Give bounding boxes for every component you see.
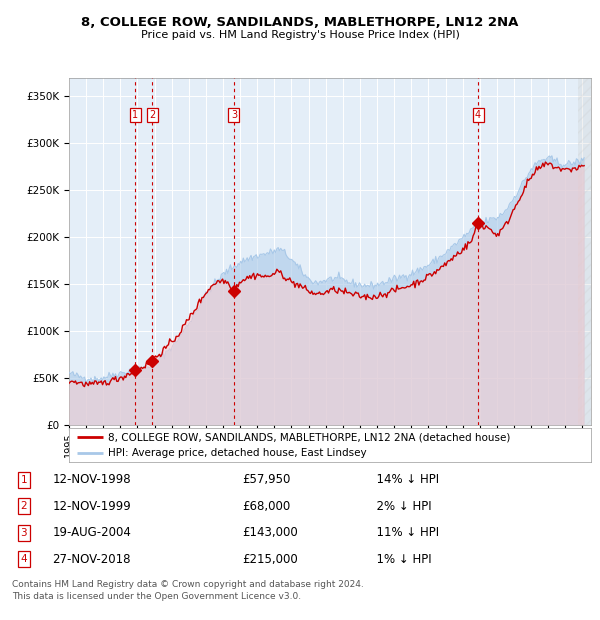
Text: £57,950: £57,950	[242, 474, 291, 487]
Text: HPI: Average price, detached house, East Lindsey: HPI: Average price, detached house, East…	[108, 448, 367, 458]
Text: 1% ↓ HPI: 1% ↓ HPI	[369, 552, 432, 565]
Text: 12-NOV-1998: 12-NOV-1998	[52, 474, 131, 487]
Text: 11% ↓ HPI: 11% ↓ HPI	[369, 526, 439, 539]
Text: 1: 1	[132, 110, 138, 120]
Bar	[578, 78, 591, 425]
Text: This data is licensed under the Open Government Licence v3.0.: This data is licensed under the Open Gov…	[12, 592, 301, 601]
Text: 2: 2	[20, 502, 27, 512]
Text: 1: 1	[20, 475, 27, 485]
Text: 19-AUG-2004: 19-AUG-2004	[52, 526, 131, 539]
Text: 4: 4	[475, 110, 481, 120]
Text: 8, COLLEGE ROW, SANDILANDS, MABLETHORPE, LN12 2NA: 8, COLLEGE ROW, SANDILANDS, MABLETHORPE,…	[82, 16, 518, 29]
Text: 12-NOV-1999: 12-NOV-1999	[52, 500, 131, 513]
Text: 3: 3	[231, 110, 237, 120]
Text: 14% ↓ HPI: 14% ↓ HPI	[369, 474, 439, 487]
Text: Price paid vs. HM Land Registry's House Price Index (HPI): Price paid vs. HM Land Registry's House …	[140, 30, 460, 40]
Text: 2: 2	[149, 110, 155, 120]
Text: 27-NOV-2018: 27-NOV-2018	[52, 552, 131, 565]
Text: 4: 4	[20, 554, 27, 564]
Text: 2% ↓ HPI: 2% ↓ HPI	[369, 500, 432, 513]
Text: Contains HM Land Registry data © Crown copyright and database right 2024.: Contains HM Land Registry data © Crown c…	[12, 580, 364, 589]
Text: £143,000: £143,000	[242, 526, 298, 539]
Text: £68,000: £68,000	[242, 500, 290, 513]
Text: 3: 3	[20, 528, 27, 538]
Text: 8, COLLEGE ROW, SANDILANDS, MABLETHORPE, LN12 2NA (detached house): 8, COLLEGE ROW, SANDILANDS, MABLETHORPE,…	[108, 432, 511, 442]
Text: £215,000: £215,000	[242, 552, 298, 565]
